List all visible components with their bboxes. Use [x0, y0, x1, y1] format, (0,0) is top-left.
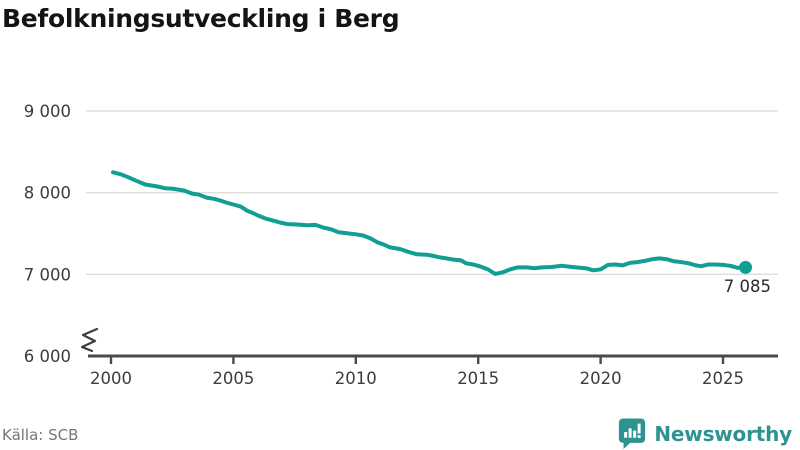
- y-axis-tick-label: 9 000: [24, 102, 71, 121]
- source-label: Källa: SCB: [2, 426, 79, 444]
- x-axis-tick-label: 2000: [90, 369, 132, 388]
- y-axis-break-icon: [80, 327, 99, 353]
- x-axis-tick-label: 2010: [335, 369, 377, 388]
- x-axis-tick-label: 2025: [702, 369, 744, 388]
- x-axis-tick-label: 2005: [212, 369, 254, 388]
- y-axis-tick-label: 8 000: [24, 184, 71, 203]
- population-series-line: [111, 170, 748, 276]
- page-title: Befolkningsutveckling i Berg: [2, 4, 400, 33]
- newsworthy-logo-icon: [617, 417, 647, 450]
- newsworthy-logo[interactable]: Newsworthy: [617, 417, 792, 450]
- newsworthy-logo-text: Newsworthy: [654, 421, 792, 446]
- end-value-label: 7 085: [724, 277, 771, 296]
- series-end-dot: [739, 260, 753, 274]
- y-axis-tick-label: 6 000: [24, 347, 71, 366]
- y-axis-tick-label: 7 000: [24, 265, 71, 284]
- x-axis-tick-label: 2020: [580, 369, 622, 388]
- x-axis-tick-label: 2015: [457, 369, 499, 388]
